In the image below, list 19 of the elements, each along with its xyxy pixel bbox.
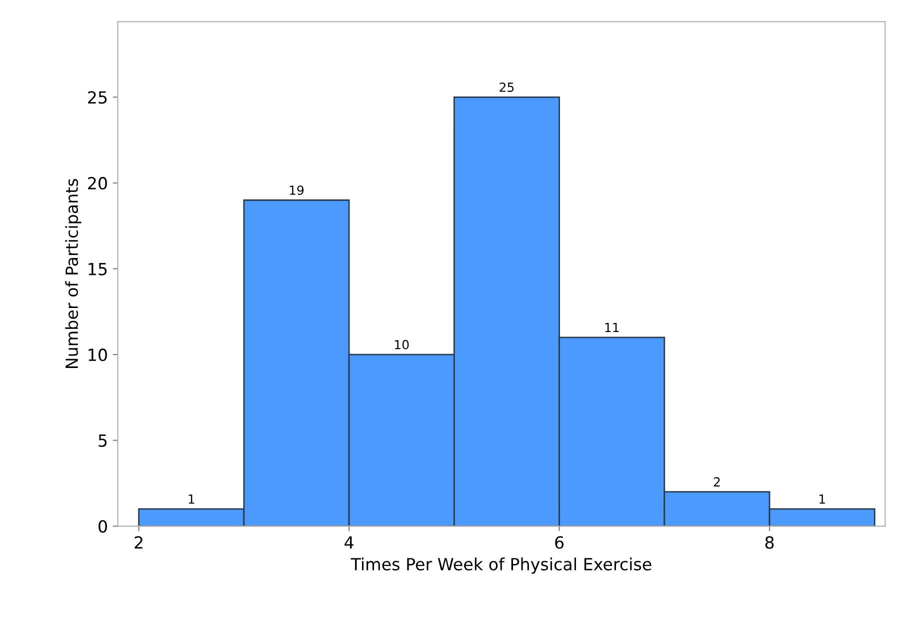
data-label: 1 xyxy=(819,494,825,504)
y-axis-title: Number of Participants xyxy=(65,178,82,368)
data-label: 19 xyxy=(290,185,304,195)
x-tick-label: 8 xyxy=(765,536,774,549)
data-label: 11 xyxy=(605,322,619,332)
x-tick-label: 4 xyxy=(344,536,354,549)
y-tick-label: 5 xyxy=(98,434,107,447)
y-tick-label: 10 xyxy=(88,348,107,362)
data-label: 10 xyxy=(395,340,409,350)
data-label: 2 xyxy=(714,477,720,486)
data-label: 1 xyxy=(188,494,194,504)
x-axis-title: Times Per Week of Physical Exercise xyxy=(350,558,652,574)
x-tick-label: 6 xyxy=(555,536,564,549)
y-tick-label: 25 xyxy=(88,91,107,104)
data-label: 25 xyxy=(500,82,514,92)
x-tick-label: 2 xyxy=(134,536,142,549)
y-tick-label: 15 xyxy=(88,262,107,276)
y-tick-label: 20 xyxy=(88,176,107,190)
y-tick-label: 0 xyxy=(98,520,107,533)
